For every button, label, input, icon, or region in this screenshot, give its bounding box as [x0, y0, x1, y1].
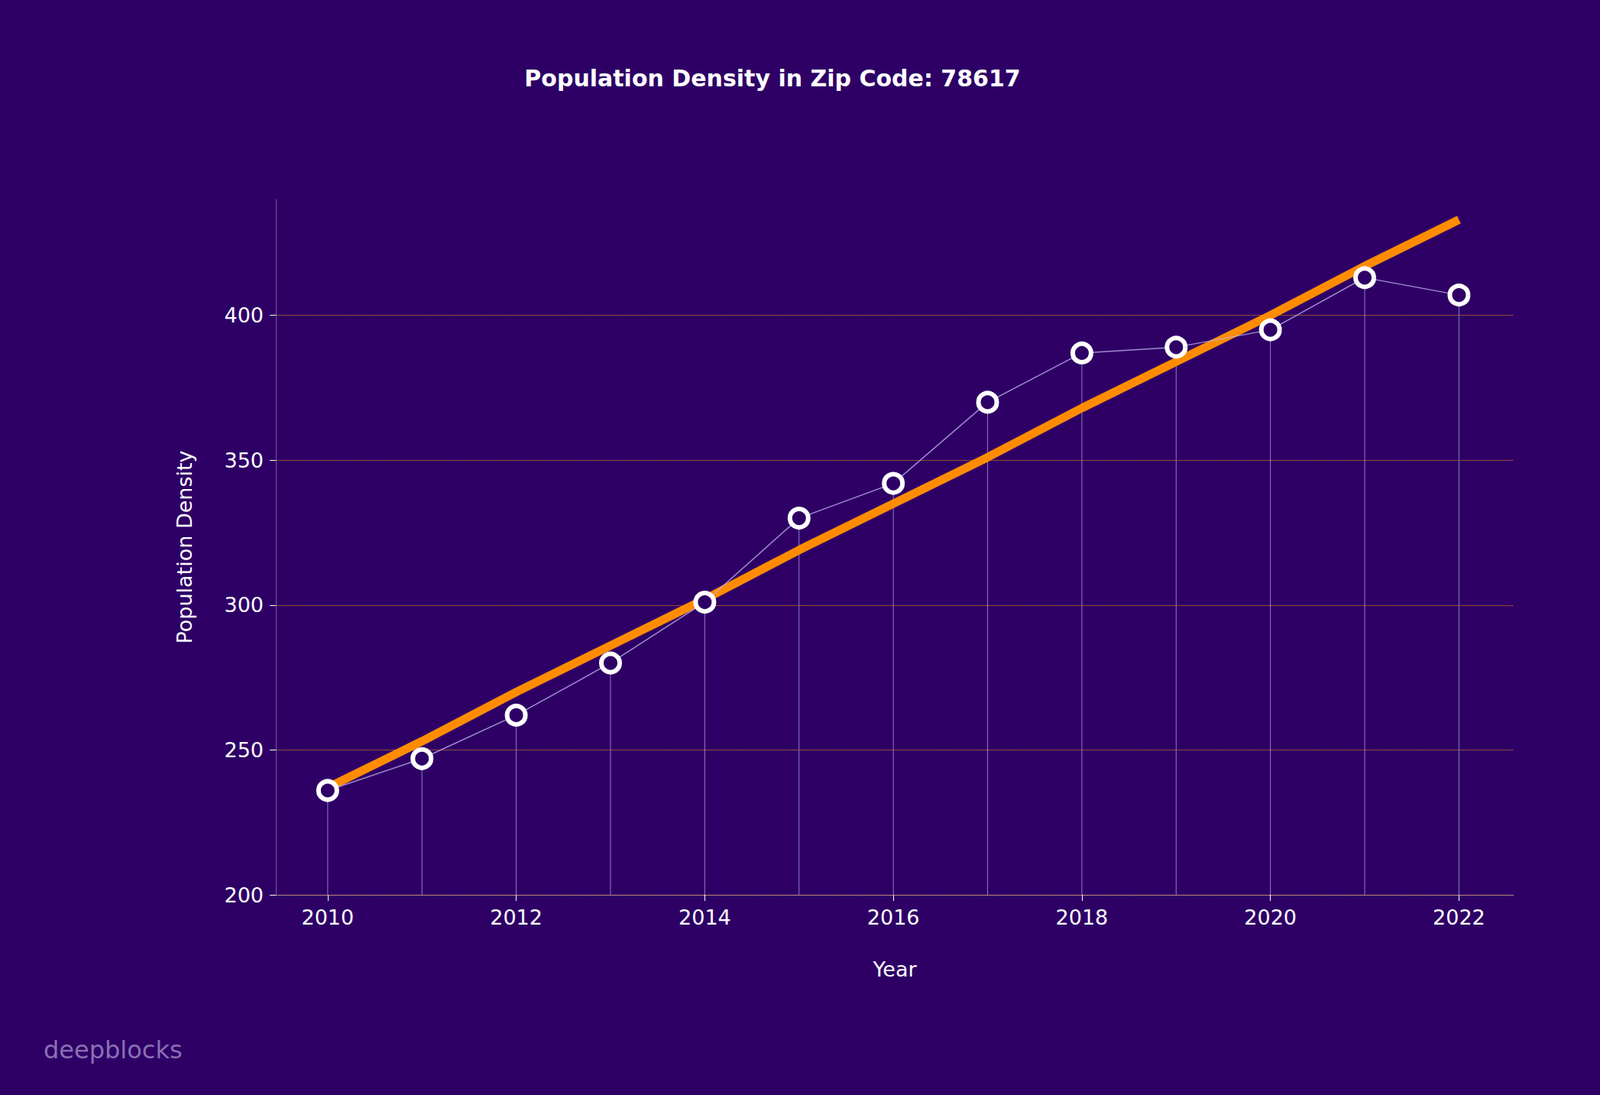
svg-text:2016: 2016 — [867, 905, 920, 930]
svg-text:2010: 2010 — [301, 905, 355, 930]
svg-text:deepblocks: deepblocks — [43, 1035, 183, 1065]
svg-text:250: 250 — [223, 738, 264, 762]
svg-text:200: 200 — [223, 883, 264, 907]
svg-text:2012: 2012 — [489, 905, 543, 930]
svg-text:2018: 2018 — [1055, 905, 1109, 930]
svg-text:2022: 2022 — [1432, 905, 1486, 930]
svg-text:Population Density in Zip Code: Population Density in Zip Code: 78617 — [524, 64, 1021, 92]
svg-text:2014: 2014 — [678, 905, 732, 930]
svg-text:Population Density: Population Density — [172, 450, 197, 644]
svg-text:350: 350 — [223, 448, 264, 473]
svg-text:Year: Year — [871, 957, 917, 982]
svg-text:300: 300 — [223, 592, 264, 617]
svg-text:400: 400 — [223, 303, 264, 328]
svg-text:2020: 2020 — [1243, 905, 1297, 930]
